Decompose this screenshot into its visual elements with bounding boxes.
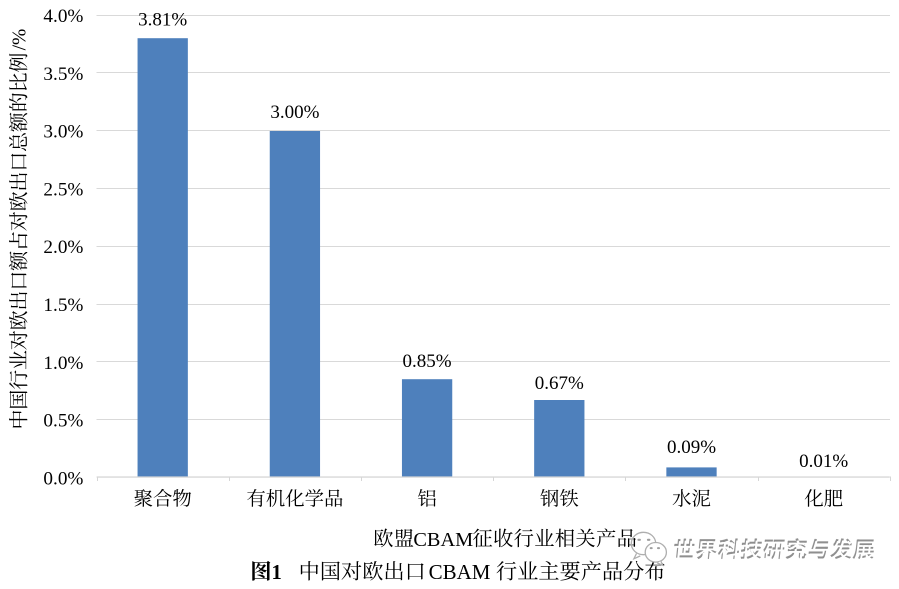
svg-text:3.5%: 3.5% [43,64,83,85]
svg-text:2.5%: 2.5% [43,179,83,200]
svg-text:3.00%: 3.00% [270,102,319,123]
svg-text:0.0%: 0.0% [43,468,83,489]
svg-text:CBAM: CBAM [413,529,473,551]
svg-text:/%: /% [10,29,31,51]
svg-text:1: 1 [272,562,282,584]
svg-text:CBAM: CBAM [429,560,491,584]
svg-text:3.81%: 3.81% [138,10,187,31]
svg-text:1.5%: 1.5% [43,295,83,316]
svg-text:0.67%: 0.67% [535,373,584,394]
svg-text:0.5%: 0.5% [43,411,83,432]
svg-text:0.01%: 0.01% [799,451,848,472]
svg-text:2.0%: 2.0% [43,237,83,258]
svg-text:0.85%: 0.85% [403,351,452,372]
svg-text:3.0%: 3.0% [43,122,83,143]
svg-text:4.0%: 4.0% [43,6,83,27]
svg-text:1.0%: 1.0% [43,353,83,374]
svg-text:0.09%: 0.09% [667,437,716,458]
